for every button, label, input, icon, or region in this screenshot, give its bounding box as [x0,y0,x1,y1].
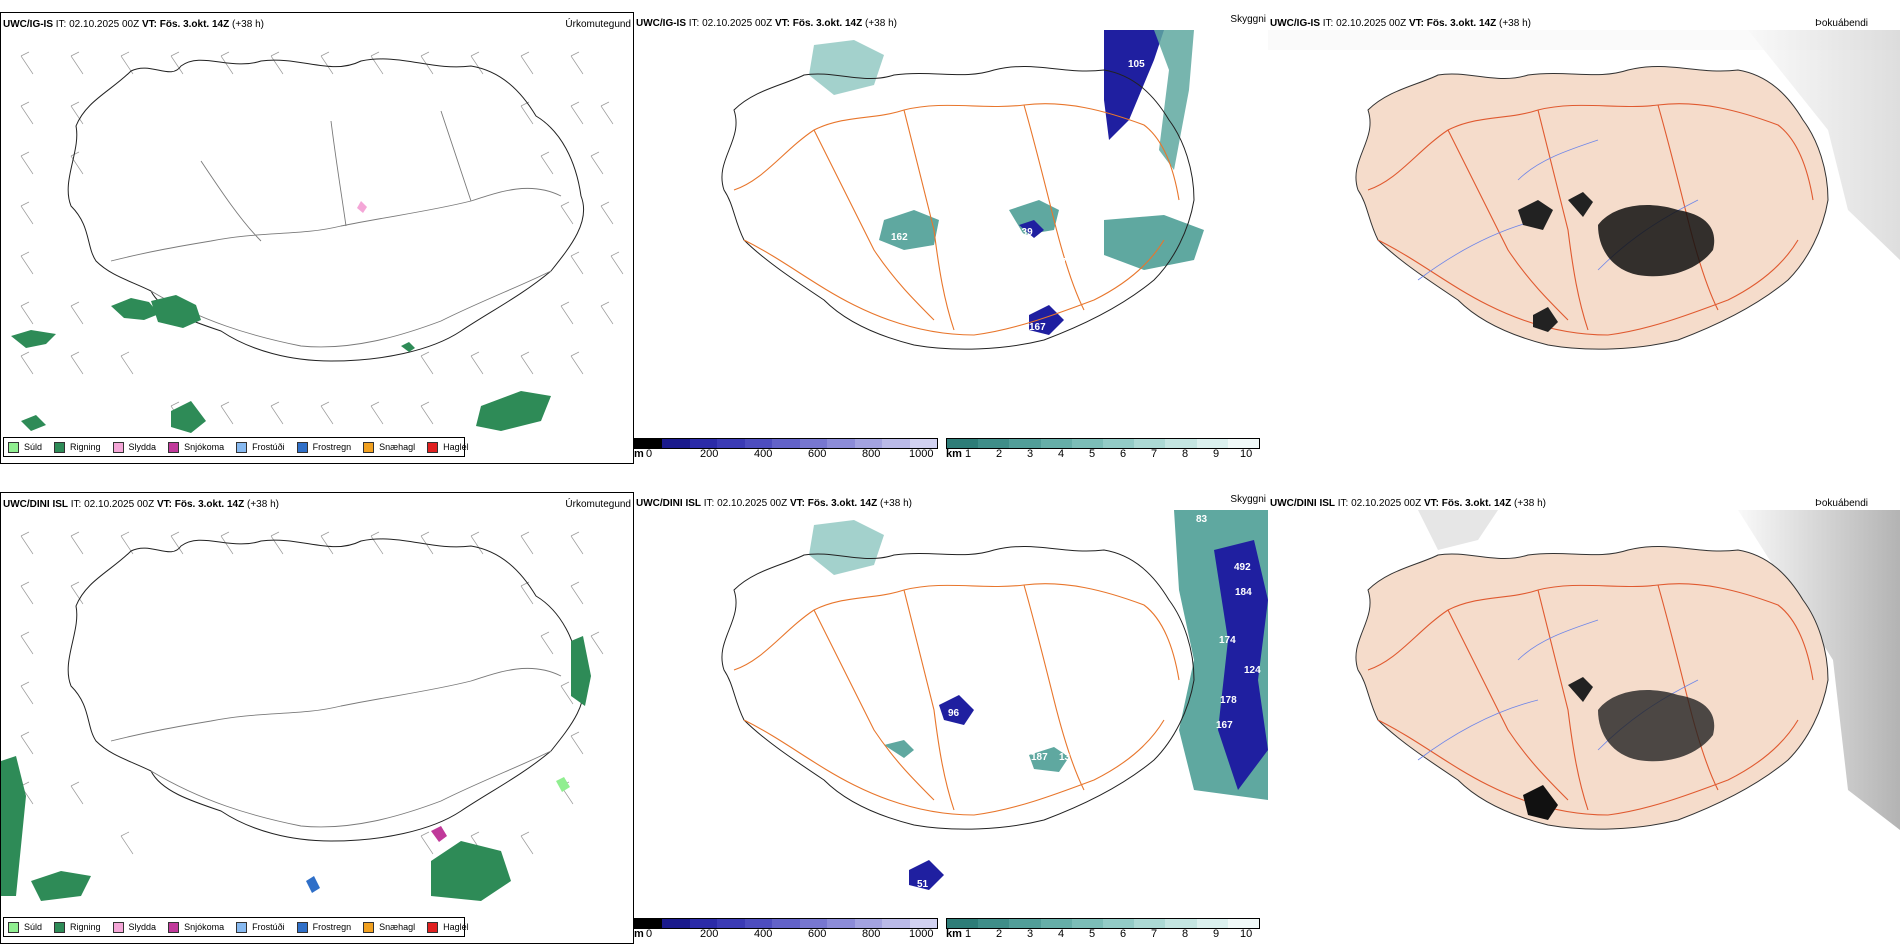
iceland-outline [67,538,585,842]
it-label: IT: [55,19,67,30]
visibility-colorbar [946,918,1260,929]
fog-map [1355,510,1900,830]
vis-label: 73 [1061,257,1073,268]
legend-item: Haglél [427,441,469,453]
ceiling-unit: m [634,448,644,460]
panel-header: UWC/IG-IS IT: 02.10.2025 00Z VT: Fös. 3.… [3,19,264,30]
precip-type-panel-top: UWC/IG-IS IT: 02.10.2025 00Z VT: Fös. 3.… [0,12,634,464]
ceiling-colorbar [634,438,938,449]
legend-item: Snjókoma [168,441,224,453]
vis-label: 178 [1220,695,1237,706]
vis-label: 167 [1029,322,1046,333]
legend-item: Frostúði [236,441,285,453]
panel-header: UWC/DINI ISL IT: 02.10.2025 00Z VT: Fös.… [1270,498,1546,509]
legend-item: Rigning [54,441,101,453]
panel-title: Skyggni [1230,494,1266,505]
vis-label: 83 [1194,115,1206,126]
panel-title: Þokuábendi [1815,18,1868,29]
roads-network [733,583,1180,816]
rain-areas [11,295,551,433]
legend-item: Snæhagl [363,441,415,453]
precip-legend: Súld Rigning Slydda Snjókoma Frostúði Fr… [3,917,469,937]
iceland-outline [67,58,585,362]
visibility-panel-bottom: UWC/DINI ISL IT: 02.10.2025 00Z VT: Fös.… [634,492,1268,944]
wind-barbs [20,51,624,425]
vis-label: 124 [1244,665,1261,676]
visibility-map: 83 492 184 174 124 178 167 96 187 13 13 … [721,510,1268,890]
fog-map [1268,30,1900,350]
ceiling-area [1104,30,1164,140]
panel-header: UWC/DINI ISL IT: 02.10.2025 00Z VT: Fös.… [3,499,279,510]
fog-index-panel-top: UWC/IG-IS IT: 02.10.2025 00Z VT: Fös. 3.… [1268,12,1900,464]
vis-label: 13 [1059,752,1071,763]
vt-value: Fös. 3.okt. 14Z [159,19,230,30]
roads-network [733,103,1180,336]
vis-label: 174 [1219,635,1236,646]
visibility-number-labels: 83 492 184 174 124 178 167 96 187 13 13 … [917,514,1261,890]
panel-header: UWC/IG-IS IT: 02.10.2025 00Z VT: Fös. 3.… [636,18,897,29]
roads-network [110,667,562,828]
vis-label: 167 [1216,720,1233,731]
vis-label: 492 [1234,562,1251,573]
visibility-map: 105 16 83 162 168 139 73 167 [721,30,1239,350]
snow-area [431,826,447,842]
lead-time: (+38 h) [232,19,264,30]
visibility-colorbar [946,438,1260,449]
panel-header: UWC/DINI ISL IT: 02.10.2025 00Z VT: Fös.… [636,498,912,509]
precip-legend: Súld Rigning Slydda Snjókoma Frostúði Fr… [3,437,469,457]
panel-title: Úrkomutegund [565,499,631,510]
legend-item: Súld [8,441,42,453]
vis-label: 162 [891,232,908,243]
visibility-number-labels: 105 16 83 162 168 139 73 167 [891,32,1239,333]
vis-label: 168 [941,212,958,223]
model-name: UWC/IG-IS [3,19,53,30]
vis-label: 13 [1064,792,1076,803]
vis-label: 83 [1196,514,1208,525]
vis-label: 96 [948,708,960,719]
it-value: 02.10.2025 00Z [69,19,140,30]
panel-title: Úrkomutegund [565,19,631,30]
freezing-rain-area [306,876,320,893]
precip-map [11,51,624,433]
vis-label: 184 [1235,587,1252,598]
roads-network [1367,583,1814,816]
panel-header: UWC/IG-IS IT: 02.10.2025 00Z VT: Fös. 3.… [1270,18,1531,29]
sleet-area [357,201,367,213]
rain-areas [1,636,591,901]
roads-network [110,110,562,348]
vis-label: 16 [1227,32,1239,43]
fog-index-panel-bottom: UWC/DINI ISL IT: 02.10.2025 00Z VT: Fös.… [1268,492,1900,944]
precip-type-panel-bottom: UWC/DINI ISL IT: 02.10.2025 00Z VT: Fös.… [0,492,634,944]
vt-label: VT: [141,19,157,30]
legend-item: Slydda [112,441,156,453]
vis-label: 139 [1016,227,1033,238]
vis-label: 105 [1128,59,1145,70]
visibility-panel-top: UWC/IG-IS IT: 02.10.2025 00Z VT: Fös. 3.… [634,12,1268,464]
legend-item: Frostregn [296,441,351,453]
ceiling-colorbar [634,918,938,929]
panel-title: Þokuábendi [1815,498,1868,509]
vis-label: 187 [1031,752,1048,763]
precip-map [1,531,604,901]
visibility-unit: km [946,448,962,460]
vis-label: 51 [917,879,929,890]
wind-barbs [20,531,604,855]
panel-title: Skyggni [1230,14,1266,25]
